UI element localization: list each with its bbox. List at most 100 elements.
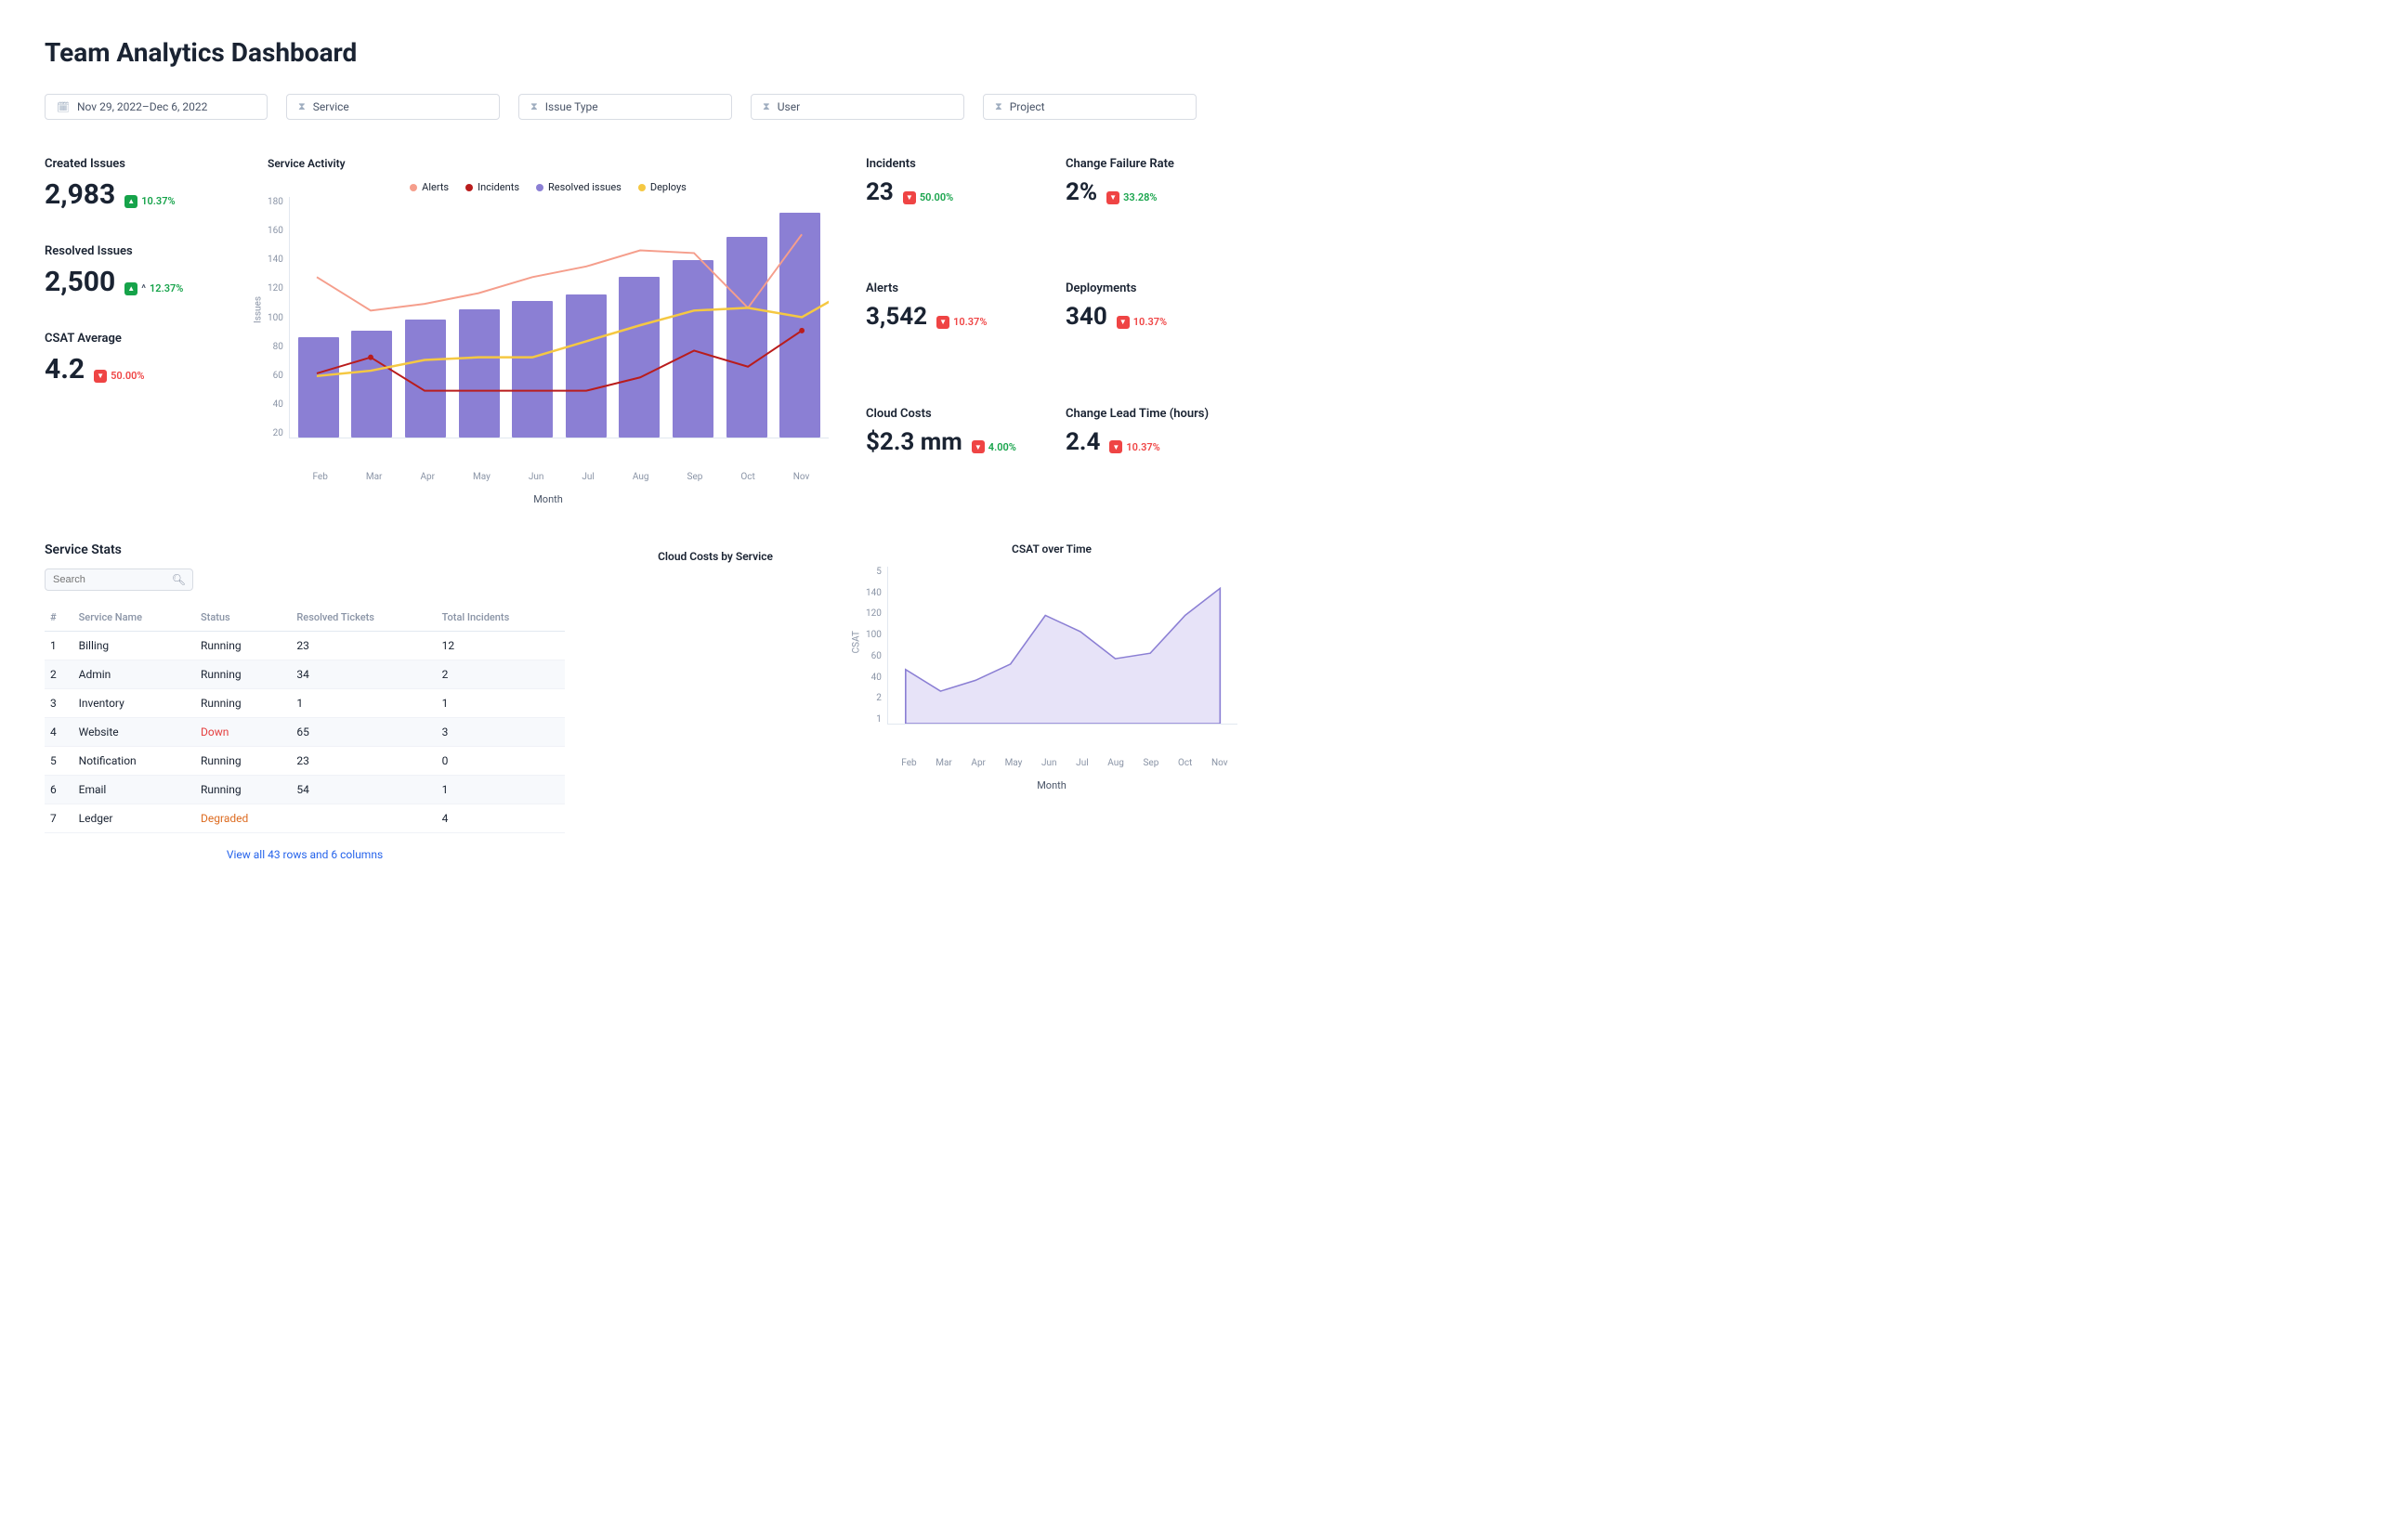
kpi-card: Resolved Issues 2,500▲^ 12.37% (45, 244, 230, 298)
kpi-card: Created Issues 2,983▲10.37% (45, 157, 230, 211)
table-row[interactable]: 2 Admin Running 34 2 (45, 660, 565, 689)
row-index: 2 (45, 660, 73, 689)
x-tick: Jun (1041, 758, 1057, 768)
kpi-card: Change Failure Rate 2%▼33.28% (1066, 157, 1237, 255)
legend-item: Resolved issues (536, 181, 622, 193)
y-tick: 140 (268, 255, 283, 265)
resolved-tickets-cell: 54 (291, 776, 436, 804)
service-stats-title: Service Stats (45, 542, 565, 557)
x-tick: Nov (793, 472, 810, 482)
service-activity-title: Service Activity (268, 157, 829, 170)
page-title: Team Analytics Dashboard (45, 37, 1237, 68)
search-icon: 🔍︎ (172, 573, 186, 586)
total-incidents-cell: 2 (437, 660, 565, 689)
view-all-link[interactable]: View all 43 rows and 6 columns (45, 848, 565, 861)
table-row[interactable]: 1 Billing Running 23 12 (45, 632, 565, 660)
service-name-cell: Ledger (73, 804, 195, 833)
csat-panel: CSAT over Time CSAT 5140120100604021 Feb… (866, 542, 1237, 791)
kpi-card: Alerts 3,542▼10.37% (866, 281, 1038, 380)
service-stats-table: #Service NameStatusResolved TicketsTotal… (45, 604, 565, 833)
status-cell: Running (195, 660, 291, 689)
service-filter[interactable]: ⧗ Service (286, 94, 500, 120)
x-tick: Aug (1107, 758, 1124, 768)
table-row[interactable]: 7 Ledger Degraded 4 (45, 804, 565, 833)
x-tick: Nov (1211, 758, 1228, 768)
status-cell: Down (195, 718, 291, 747)
legend-label: Resolved issues (548, 181, 622, 193)
project-filter[interactable]: ⧗ Project (983, 94, 1197, 120)
issue-type-filter[interactable]: ⧗ Issue Type (518, 94, 732, 120)
table-header: Service Name (73, 604, 195, 632)
filter-icon: ⧗ (763, 100, 770, 113)
kpi-delta: ▼4.00% (972, 440, 1016, 453)
kpi-label: Incidents (866, 157, 1038, 171)
resolved-tickets-cell: 23 (291, 747, 436, 776)
x-tick: Feb (901, 758, 916, 768)
total-incidents-cell: 1 (437, 689, 565, 718)
filter-icon: ⧗ (995, 100, 1002, 113)
y-tick: 40 (866, 673, 882, 683)
kpi-delta: ▲^ 12.37% (124, 282, 183, 295)
x-tick: Aug (633, 472, 649, 482)
x-tick: Oct (740, 472, 754, 482)
x-tick: Jun (529, 472, 544, 482)
left-kpi-column: Created Issues 2,983▲10.37% Resolved Iss… (45, 157, 230, 505)
status-cell: Running (195, 632, 291, 660)
status-cell: Running (195, 776, 291, 804)
x-tick: Feb (313, 472, 328, 482)
kpi-delta: ▼50.00% (903, 191, 953, 204)
legend-label: Incidents (478, 181, 519, 193)
legend-item: Alerts (410, 181, 449, 193)
csat-plot (887, 567, 1237, 725)
table-row[interactable]: 5 Notification Running 23 0 (45, 747, 565, 776)
service-name-cell: Billing (73, 632, 195, 660)
table-row[interactable]: 4 Website Down 65 3 (45, 718, 565, 747)
y-tick: 180 (268, 197, 283, 207)
bar (298, 337, 339, 438)
arrow-down-icon: ▼ (936, 316, 949, 329)
calendar-icon: 🗓 (57, 101, 70, 113)
arrow-down-icon: ▼ (94, 370, 107, 383)
filter-icon: ⧗ (530, 100, 538, 113)
kpi-label: CSAT Average (45, 332, 230, 346)
user-filter[interactable]: ⧗ User (751, 94, 964, 120)
kpi-value: 2,983 (45, 178, 115, 211)
date-range-filter[interactable]: 🗓 Nov 29, 2022–Dec 6, 2022 (45, 94, 268, 120)
y-tick: 160 (268, 226, 283, 236)
csat-x-title: Month (866, 779, 1237, 791)
kpi-label: Created Issues (45, 157, 230, 171)
table-row[interactable]: 6 Email Running 54 1 (45, 776, 565, 804)
legend-swatch (638, 184, 646, 191)
resolved-tickets-cell: 34 (291, 660, 436, 689)
kpi-card: Deployments 340▼10.37% (1066, 281, 1237, 380)
total-incidents-cell: 0 (437, 747, 565, 776)
arrow-up-icon: ▲ (124, 195, 137, 208)
filter-icon: ⧗ (298, 100, 306, 113)
date-range-label: Nov 29, 2022–Dec 6, 2022 (77, 100, 207, 113)
status-cell: Degraded (195, 804, 291, 833)
kpi-label: Change Lead Time (hours) (1066, 407, 1237, 421)
legend-label: Deploys (650, 181, 687, 193)
y-axis-label: Issues (254, 296, 264, 323)
total-incidents-cell: 3 (437, 718, 565, 747)
legend-item: Incidents (465, 181, 519, 193)
csat-x-labels: FebMarAprMayJunJulAugSepOctNov (892, 758, 1237, 768)
service-stats-panel: Service Stats 🔍︎ #Service NameStatusReso… (45, 542, 565, 861)
project-filter-label: Project (1010, 100, 1045, 113)
arrow-down-icon: ▼ (1109, 440, 1122, 453)
service-activity-legend: Alerts Incidents Resolved issues Deploys (268, 181, 829, 193)
arrow-down-icon: ▼ (903, 191, 916, 204)
arrow-down-icon: ▼ (972, 440, 985, 453)
kpi-card: Cloud Costs $2.3 mm▼4.00% (866, 407, 1038, 505)
y-tick: 100 (268, 313, 283, 323)
x-tick: Jul (1076, 758, 1088, 768)
table-row[interactable]: 3 Inventory Running 1 1 (45, 689, 565, 718)
kpi-value: 3,542 (866, 303, 927, 331)
x-tick: Oct (1178, 758, 1192, 768)
kpi-card: CSAT Average 4.2▼50.00% (45, 332, 230, 386)
x-tick: Mar (366, 472, 383, 482)
kpi-value: 4.2 (45, 353, 85, 386)
y-tick: 120 (268, 283, 283, 294)
table-header: # (45, 604, 73, 632)
arrow-down-icon: ▼ (1117, 316, 1130, 329)
